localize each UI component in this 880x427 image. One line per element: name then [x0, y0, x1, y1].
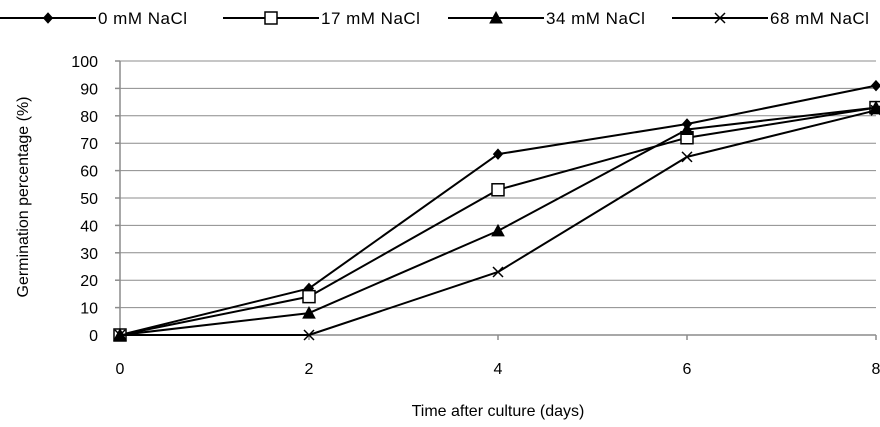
data-point-s3-x6 — [681, 151, 693, 163]
axes — [115, 60, 877, 340]
x-tick-label-4: 4 — [494, 361, 503, 378]
y-tick-label-50: 50 — [80, 191, 98, 208]
series-line-1 — [119, 106, 877, 336]
data-point-s0-x8 — [870, 79, 880, 92]
data-point-s1-x4 — [491, 183, 505, 197]
data-point-s2-x2 — [302, 306, 316, 319]
data-point-s2-x4 — [491, 223, 505, 237]
legend-item-2: 34 mM NaCl — [448, 9, 645, 28]
y-tick-label-70: 70 — [80, 136, 98, 153]
data-point-s3-x2 — [303, 329, 315, 341]
legend-item-1: 17 mM NaCl — [223, 9, 420, 28]
series-line-3 — [120, 109, 877, 336]
y-tick-label-40: 40 — [80, 218, 98, 235]
legend-label-3: 68 mM NaCl — [770, 9, 869, 28]
data-point-s3-x0 — [114, 329, 126, 341]
x-axis-label: Time after culture (days) — [412, 403, 585, 420]
x-tick-labels: 0 2 4 6 8 — [116, 361, 880, 378]
legend-item-3: 68 mM NaCl — [672, 9, 869, 28]
y-axis-label: Germination percentage (%) — [15, 97, 32, 298]
series-group — [113, 79, 880, 342]
y-tick-label-100: 100 — [71, 54, 98, 71]
data-point-s3-x8 — [870, 104, 880, 116]
data-point-s0-x4 — [492, 148, 504, 160]
legend-marker-0 — [42, 12, 54, 24]
legend-item-0: 0 mM NaCl — [0, 9, 188, 28]
series-3 — [114, 104, 880, 341]
series-line-0 — [119, 84, 877, 336]
legend-marker-1 — [264, 11, 278, 25]
y-tick-label-60: 60 — [80, 164, 98, 181]
y-tick-label-0: 0 — [89, 328, 98, 345]
data-point-s3-x4 — [492, 266, 504, 278]
grid — [120, 60, 876, 309]
legend-label-0: 0 mM NaCl — [98, 9, 188, 28]
y-tick-labels: 0 10 20 30 40 50 60 70 80 90 100 — [71, 54, 98, 345]
x-tick-label-6: 6 — [683, 361, 692, 378]
y-tick-label-30: 30 — [80, 246, 98, 263]
y-tick-label-20: 20 — [80, 273, 98, 290]
y-tick-label-90: 90 — [80, 81, 98, 98]
x-tick-label-0: 0 — [116, 361, 125, 378]
legend-marker-3 — [714, 12, 726, 24]
x-tick-label-8: 8 — [872, 361, 880, 378]
y-tick-label-80: 80 — [80, 109, 98, 126]
data-point-s2-x6 — [680, 122, 694, 135]
data-point-s1-x2 — [302, 289, 316, 304]
series-line-2 — [119, 106, 877, 336]
x-tick-label-2: 2 — [305, 361, 314, 378]
legend-label-2: 34 mM NaCl — [546, 9, 645, 28]
legend-label-1: 17 mM NaCl — [321, 9, 420, 28]
legend: 0 mM NaCl 17 mM NaCl 34 mM NaCl 68 mM NaCl — [0, 9, 869, 28]
y-tick-label-10: 10 — [80, 301, 98, 318]
legend-marker-2 — [489, 10, 503, 24]
